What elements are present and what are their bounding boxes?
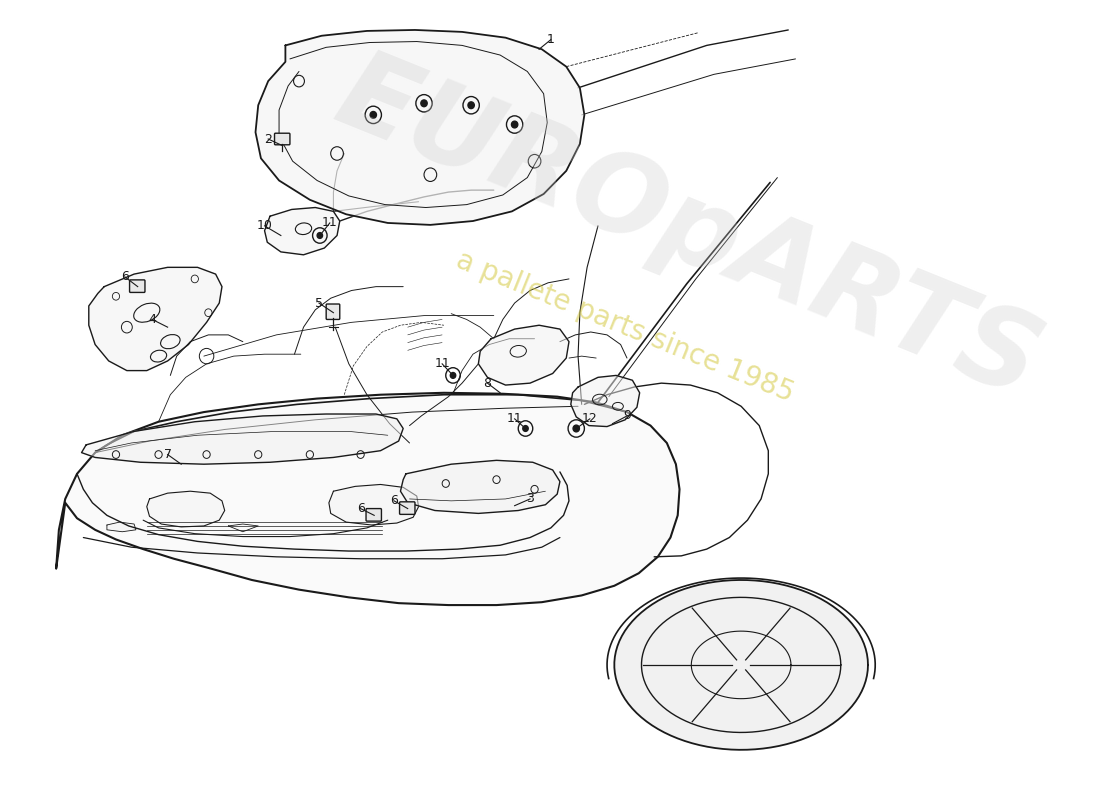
Text: 3: 3 [526, 493, 534, 506]
Text: 12: 12 [582, 412, 597, 426]
Polygon shape [255, 30, 584, 225]
Polygon shape [81, 414, 404, 464]
Circle shape [421, 100, 427, 106]
Text: 1: 1 [547, 33, 554, 46]
Text: 11: 11 [322, 217, 338, 230]
Text: EUROpARTS: EUROpARTS [321, 41, 1055, 421]
Text: 6: 6 [390, 494, 398, 507]
FancyBboxPatch shape [130, 280, 145, 293]
FancyBboxPatch shape [366, 509, 382, 521]
Polygon shape [265, 207, 340, 254]
Text: 10: 10 [256, 219, 273, 232]
Circle shape [370, 111, 376, 118]
FancyBboxPatch shape [327, 304, 340, 319]
Circle shape [573, 425, 580, 432]
Polygon shape [56, 393, 680, 605]
Polygon shape [615, 580, 868, 750]
Polygon shape [107, 522, 136, 532]
Text: 9: 9 [623, 410, 631, 422]
Circle shape [468, 102, 474, 109]
Text: 2: 2 [264, 133, 272, 146]
Circle shape [450, 373, 455, 378]
FancyBboxPatch shape [275, 134, 290, 145]
Circle shape [317, 233, 322, 238]
Polygon shape [400, 460, 560, 514]
Text: 6: 6 [356, 502, 364, 515]
Text: 11: 11 [507, 412, 522, 426]
Text: 8: 8 [483, 377, 492, 390]
Text: 4: 4 [148, 313, 156, 326]
Polygon shape [146, 491, 224, 527]
FancyBboxPatch shape [399, 502, 415, 514]
Text: 7: 7 [164, 448, 172, 461]
Polygon shape [89, 267, 222, 370]
Text: 5: 5 [315, 297, 323, 310]
Polygon shape [329, 485, 419, 525]
Circle shape [522, 426, 528, 431]
Text: 6: 6 [121, 270, 129, 283]
Text: 11: 11 [434, 358, 450, 370]
Text: a pallete parts since 1985: a pallete parts since 1985 [452, 246, 799, 408]
Circle shape [512, 121, 518, 128]
Polygon shape [478, 326, 569, 385]
Polygon shape [571, 375, 640, 426]
